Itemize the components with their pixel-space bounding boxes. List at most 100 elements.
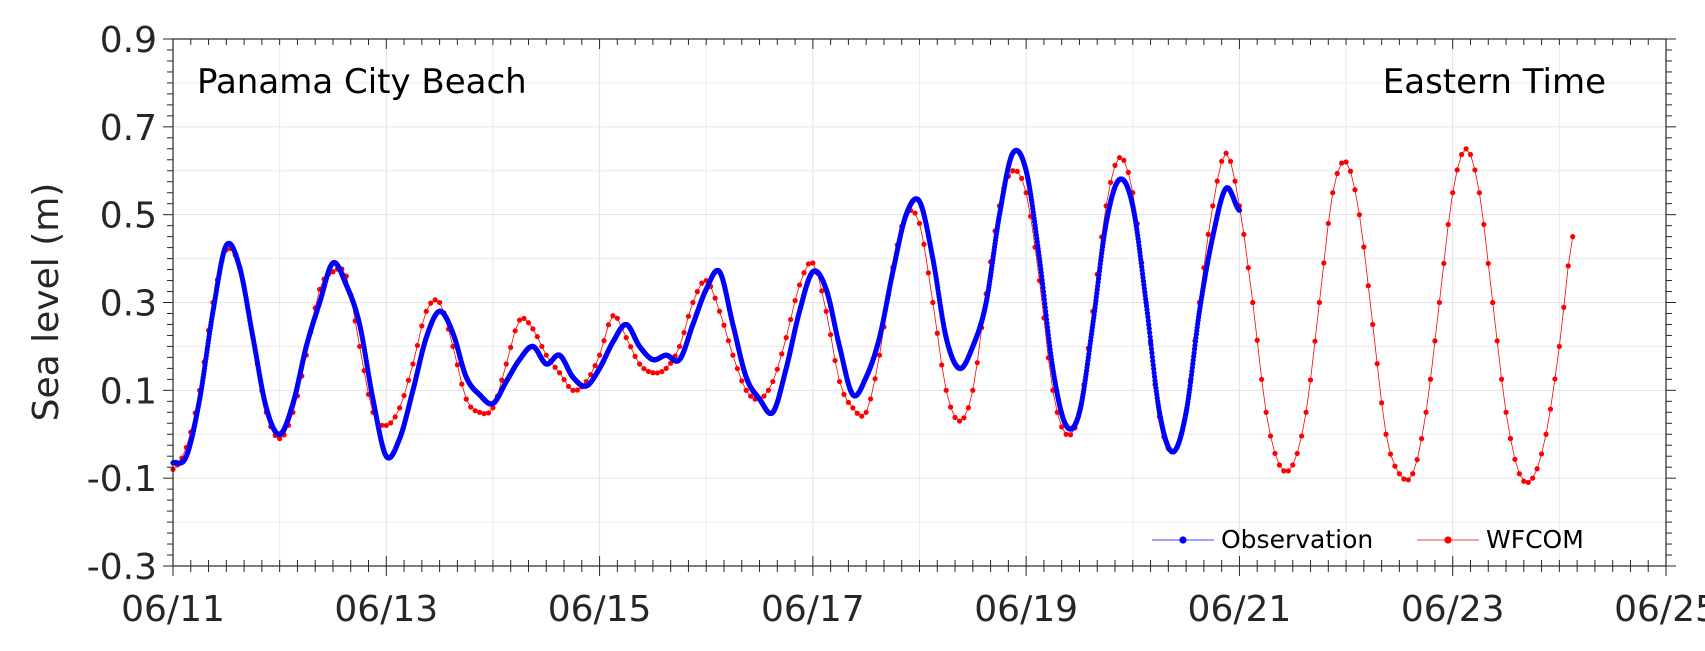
x-tick-label-2: 06/15 — [548, 589, 652, 630]
wfcom-point — [1307, 377, 1314, 383]
wfcom-point — [965, 405, 971, 411]
wfcom-point — [761, 393, 767, 399]
wfcom-point — [1485, 260, 1491, 267]
observation-point — [1148, 342, 1154, 348]
x-tick-label-1: 06/13 — [334, 589, 438, 630]
wfcom-point — [725, 338, 732, 344]
wfcom-point — [876, 352, 883, 358]
wfcom-point — [779, 351, 785, 357]
wfcom-point — [974, 360, 980, 366]
wfcom-point — [948, 404, 954, 410]
wfcom-point — [481, 410, 487, 417]
wfcom-point — [801, 270, 807, 276]
wfcom-point — [1121, 157, 1127, 163]
wfcom-point — [641, 366, 647, 372]
observation-point — [1147, 334, 1153, 340]
legend-observation-marker — [1179, 536, 1187, 544]
wfcom-point — [1498, 376, 1505, 382]
observation-point — [1045, 328, 1051, 334]
observation-point — [1044, 320, 1050, 326]
wfcom-point — [499, 377, 505, 383]
observation-point — [1043, 312, 1049, 318]
wfcom-point — [1445, 221, 1451, 228]
observation-point — [1146, 322, 1152, 328]
wfcom-point — [468, 404, 474, 410]
wfcom-point — [943, 387, 949, 393]
wfcom-point — [1463, 146, 1469, 152]
wfcom-point — [743, 387, 749, 393]
observation-point — [1042, 304, 1048, 311]
wfcom-point — [357, 343, 363, 350]
wfcom-point — [1556, 343, 1562, 350]
wfcom-point — [1405, 477, 1411, 483]
wfcom-point — [1334, 170, 1340, 177]
wfcom-point — [716, 308, 723, 314]
observation-point — [1042, 300, 1048, 307]
y-tick-label-0: -0.3 — [87, 547, 157, 588]
observation-point — [1149, 354, 1155, 360]
wfcom-point — [712, 295, 718, 301]
wfcom-point — [1534, 466, 1540, 472]
wfcom-point — [614, 315, 620, 321]
wfcom-point — [819, 288, 825, 294]
wfcom-point — [601, 338, 607, 344]
wfcom-point — [636, 361, 643, 367]
location-annotation: Panama City Beach — [197, 62, 527, 102]
wfcom-point — [1538, 451, 1545, 457]
wfcom-point — [783, 335, 789, 341]
wfcom-point — [383, 422, 389, 429]
wfcom-point — [588, 371, 594, 378]
plot-frame — [172, 38, 1667, 567]
wfcom-point — [1259, 376, 1265, 383]
wfcom-point — [730, 352, 736, 358]
wfcom-point — [632, 353, 638, 359]
wfcom-point — [1116, 154, 1123, 161]
wfcom-point — [663, 365, 669, 371]
wfcom-point — [623, 335, 629, 341]
wfcom-point — [477, 409, 483, 415]
observation-point — [1150, 362, 1156, 368]
wfcom-point — [561, 377, 567, 383]
wfcom-point — [1507, 435, 1514, 442]
wfcom-point — [556, 370, 563, 376]
wfcom-point — [685, 313, 692, 319]
wfcom-point — [1525, 479, 1531, 485]
wfcom-point — [405, 377, 412, 383]
observation-point — [1145, 318, 1151, 324]
series-observation — [170, 147, 1243, 466]
wfcom-point — [1063, 431, 1069, 437]
wfcom-point — [1347, 168, 1354, 174]
wfcom-point — [1267, 433, 1274, 439]
wfcom-point — [1450, 190, 1456, 196]
wfcom-point — [845, 399, 852, 405]
wfcom-point — [525, 320, 532, 326]
wfcom-point — [1263, 409, 1269, 415]
wfcom-point — [428, 300, 434, 306]
y-tick-label-2: 0.1 — [100, 371, 157, 412]
wfcom-point — [1352, 187, 1358, 193]
wfcom-point — [694, 289, 700, 295]
timezone-annotation: Eastern Time — [1383, 62, 1606, 102]
wfcom-point — [490, 405, 496, 411]
observation-point — [1147, 330, 1153, 336]
wfcom-point — [805, 261, 812, 267]
wfcom-point — [539, 343, 545, 350]
wfcom-point — [552, 364, 558, 370]
y-tick-label-5: 0.7 — [100, 108, 157, 149]
wfcom-point — [930, 299, 936, 306]
wfcom-point — [859, 413, 865, 419]
observation-point — [1041, 296, 1047, 303]
wfcom-point — [503, 361, 509, 367]
wfcom-point — [1245, 265, 1251, 271]
wfcom-point — [392, 414, 398, 420]
observation-point — [1146, 326, 1152, 332]
wfcom-point — [277, 436, 283, 442]
wfcom-point — [1299, 433, 1305, 439]
wfcom-point — [854, 410, 860, 416]
wfcom-point — [1285, 468, 1291, 474]
wfcom-point — [734, 365, 740, 372]
wfcom-point — [1436, 299, 1442, 306]
wfcom-point — [828, 332, 834, 338]
wfcom-point — [1303, 409, 1309, 415]
wfcom-point — [574, 387, 580, 393]
